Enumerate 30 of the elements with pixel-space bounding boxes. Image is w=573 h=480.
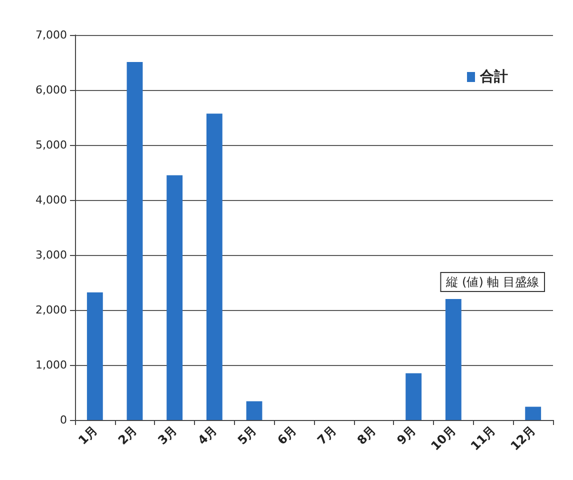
y-tick-label: 5,000 (36, 138, 67, 152)
y-tick-label: 3,000 (36, 248, 67, 262)
x-tick-label: 5月 (234, 423, 260, 448)
y-tick-label: 0 (60, 414, 67, 426)
y-tick-label: 6,000 (36, 84, 67, 96)
x-tick-label: 7月 (314, 423, 339, 448)
y-tick-label: 4,000 (36, 194, 67, 206)
x-tick-label: 8月 (354, 423, 379, 448)
x-tick-label: 2月 (115, 423, 140, 448)
x-tick-label: 1月 (76, 423, 100, 448)
x-tick-label: 12月 (508, 423, 538, 454)
annotation: 縦 (値) 軸 目盛線 (445, 275, 540, 289)
x-tick-label: 3月 (155, 423, 180, 448)
bar (206, 114, 222, 420)
bar (86, 292, 103, 420)
y-tick-label: 7,000 (36, 28, 67, 42)
bar (406, 373, 422, 420)
y-tick-label: 2,000 (36, 304, 67, 316)
x-tick-label: 9月 (394, 423, 419, 448)
bar (126, 62, 143, 420)
x-tick-label: 10月 (428, 423, 458, 454)
bar (525, 406, 542, 420)
x-tick-label: 4月 (195, 423, 220, 448)
x-tick-label: 11月 (468, 423, 498, 454)
legend-label: 合計 (479, 69, 508, 85)
y-tick-label: 1,000 (36, 358, 67, 372)
bar (166, 175, 183, 420)
x-tick-label: 6月 (274, 423, 300, 448)
bar (445, 299, 462, 420)
bar (246, 401, 262, 420)
